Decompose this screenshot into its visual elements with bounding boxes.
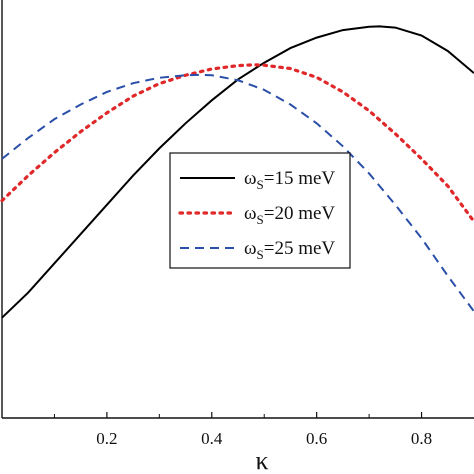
plot-lines	[0, 25, 474, 319]
legend-label-1: ωS=15 meV	[244, 168, 335, 192]
series-line-1	[1, 25, 474, 319]
x-tick-label: 0.8	[411, 429, 432, 448]
x-axis-ticks: 0.2 0.4 0.6 0.8	[53, 412, 432, 448]
series-line-3	[1, 73, 474, 313]
x-tick-label: 0.2	[96, 429, 117, 448]
plot-axes	[1, 0, 474, 419]
legend-label-3: ωS=25 meV	[244, 238, 335, 262]
x-tick-label: 0.6	[306, 429, 327, 448]
series-line-2	[0, 63, 474, 224]
x-axis-label: κ	[255, 446, 268, 474]
x-tick-label: 0.4	[201, 429, 223, 448]
legend-label-2: ωS=20 meV	[244, 203, 335, 227]
legend: ωS=15 meV ωS=20 meV ωS=25 meV	[169, 152, 351, 269]
